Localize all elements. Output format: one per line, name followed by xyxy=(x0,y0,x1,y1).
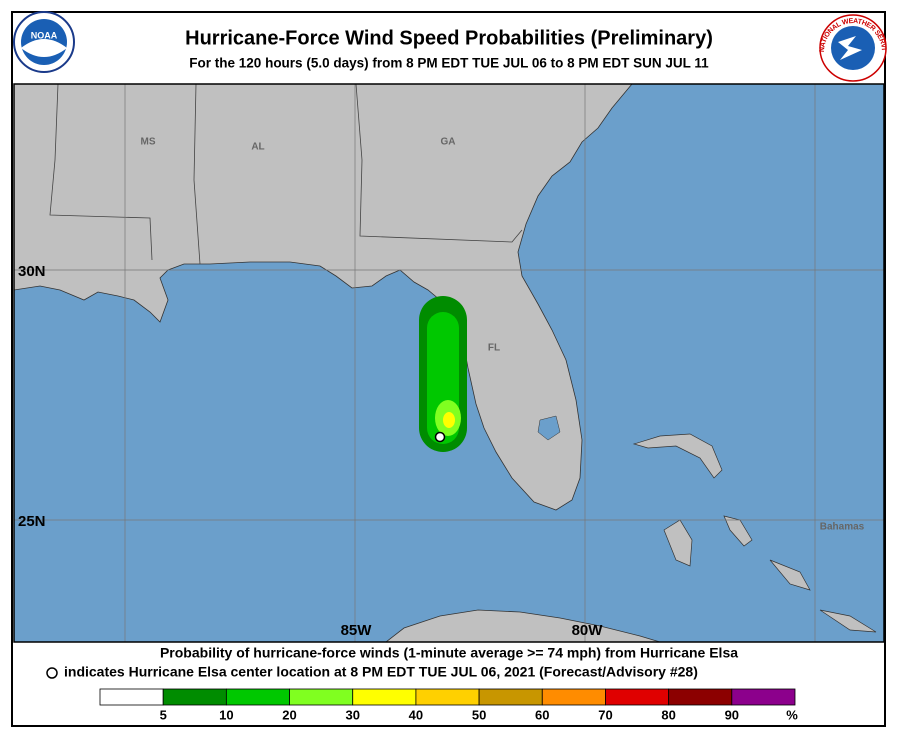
title: Hurricane-Force Wind Speed Probabilities… xyxy=(185,27,713,49)
legend-swatch xyxy=(478,688,543,706)
legend-swatch xyxy=(225,688,290,706)
legend-unit: % xyxy=(786,707,798,722)
center-symbol xyxy=(46,667,58,679)
state-label: GA xyxy=(441,137,456,148)
lat-label: 30N xyxy=(18,263,46,280)
region-label: Bahamas xyxy=(820,522,865,533)
state-borders xyxy=(49,84,523,265)
state-label: MS xyxy=(141,137,156,148)
lat-label: 25N xyxy=(18,513,46,530)
legend-tick-label: 80 xyxy=(661,707,675,722)
map: MS AL GA FL Bahamas 30N 25N 85W 80W xyxy=(14,84,884,642)
map-border xyxy=(13,83,885,643)
cuba xyxy=(385,609,661,642)
legend-tick-label: 40 xyxy=(409,707,423,722)
legend-tick-label: 10 xyxy=(219,707,233,722)
legend: 5 10 20 30 40 50 60 70 80 90% xyxy=(99,688,798,722)
noaa-logo: NOAA xyxy=(13,11,75,73)
legend-swatch xyxy=(352,688,417,706)
legend-swatch xyxy=(99,688,164,706)
legend-swatch xyxy=(731,688,796,706)
center-marker xyxy=(434,431,446,443)
legend-swatch xyxy=(162,688,227,706)
legend-tick-label: 20 xyxy=(282,707,296,722)
legend-swatch xyxy=(415,688,480,706)
state-label: FL xyxy=(488,343,500,354)
legend-tick-label: 30 xyxy=(345,707,359,722)
legend-tick-label: 50 xyxy=(472,707,486,722)
legend-swatch xyxy=(668,688,733,706)
noaa-text: NOAA xyxy=(31,30,58,40)
footer-line: Probability of hurricane-force winds (1-… xyxy=(160,645,738,661)
lon-label: 80W xyxy=(572,622,604,639)
legend-tick-label: 5 xyxy=(160,707,167,722)
subtitle: For the 120 hours (5.0 days) from 8 PM E… xyxy=(189,56,709,71)
footer-line: indicates Hurricane Elsa center location… xyxy=(64,664,698,680)
legend-swatch xyxy=(605,688,670,706)
legend-swatch xyxy=(289,688,354,706)
legend-swatch xyxy=(541,688,606,706)
legend-tick-label: 70 xyxy=(598,707,612,722)
legend-tick-label: 90 xyxy=(725,707,739,722)
bahamas xyxy=(632,433,877,633)
state-label: AL xyxy=(251,142,264,153)
legend-tick-label: 60 xyxy=(535,707,549,722)
graticule xyxy=(14,84,884,642)
lake-okeechobee xyxy=(537,415,561,441)
probability-swath xyxy=(419,296,467,452)
lon-label: 85W xyxy=(341,622,373,639)
